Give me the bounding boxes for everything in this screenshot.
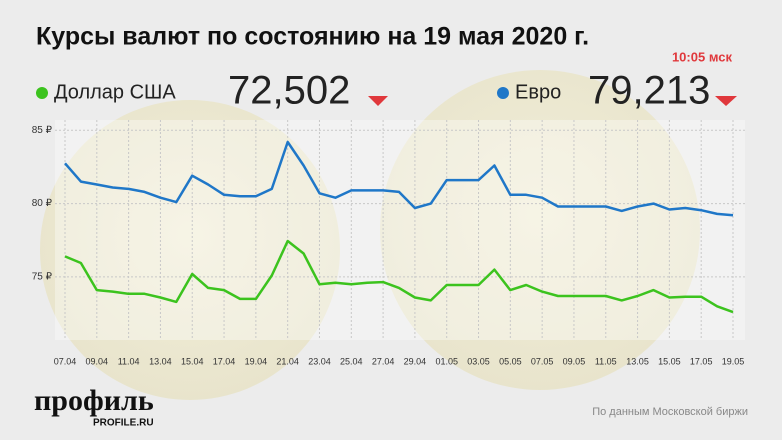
x-tick-label: 15.05 bbox=[658, 356, 681, 366]
x-tick-label: 25.04 bbox=[340, 356, 363, 366]
x-tick-label: 29.04 bbox=[404, 356, 427, 366]
x-tick-label: 19.05 bbox=[722, 356, 745, 366]
legend-label: Евро bbox=[515, 81, 561, 103]
current-value: 79,213 bbox=[588, 69, 710, 113]
x-tick-label: 21.04 bbox=[276, 356, 299, 366]
source: По данным Московской биржи bbox=[592, 406, 748, 418]
series-line bbox=[64, 140, 734, 217]
x-tick-label: 19.04 bbox=[245, 356, 268, 366]
x-tick-label: 09.05 bbox=[563, 356, 586, 366]
legend-label: Доллар США bbox=[54, 81, 176, 103]
down-arrow bbox=[368, 96, 388, 106]
logo: профиль bbox=[34, 384, 154, 417]
background-decoration bbox=[40, 100, 340, 400]
x-tick-label: 07.05 bbox=[531, 356, 554, 366]
x-tick-label: 11.04 bbox=[118, 356, 140, 366]
x-tick-label: 01.05 bbox=[435, 356, 458, 366]
x-tick-label: 05.05 bbox=[499, 356, 522, 366]
x-tick-label: 09.04 bbox=[86, 356, 109, 366]
x-tick-label: 17.05 bbox=[690, 356, 713, 366]
legend-marker bbox=[497, 87, 509, 99]
logo-site: PROFILE.RU bbox=[93, 418, 154, 429]
chart-title: Курсы валют по состоянию на 19 мая 2020 … bbox=[36, 23, 589, 51]
x-tick-label: 11.05 bbox=[595, 356, 617, 366]
x-tick-label: 13.04 bbox=[149, 356, 172, 366]
series-line bbox=[64, 239, 734, 314]
x-tick-label: 17.04 bbox=[213, 356, 236, 366]
legend-marker bbox=[36, 87, 48, 99]
x-tick-label: 23.04 bbox=[308, 356, 331, 366]
plot-area bbox=[55, 120, 745, 340]
current-value: 72,502 bbox=[228, 69, 350, 113]
y-tick-label: 85 ₽ bbox=[32, 125, 53, 136]
x-tick-label: 15.04 bbox=[181, 356, 204, 366]
time-label: 10:05 мск bbox=[672, 49, 733, 64]
x-tick-label: 07.04 bbox=[54, 356, 77, 366]
down-arrow bbox=[715, 96, 737, 106]
background-decoration bbox=[380, 70, 700, 390]
x-tick-label: 03.05 bbox=[467, 356, 490, 366]
y-tick-label: 75 ₽ bbox=[32, 272, 53, 283]
y-tick-label: 80 ₽ bbox=[32, 198, 53, 209]
x-tick-label: 27.04 bbox=[372, 356, 395, 366]
x-tick-label: 13.05 bbox=[626, 356, 649, 366]
